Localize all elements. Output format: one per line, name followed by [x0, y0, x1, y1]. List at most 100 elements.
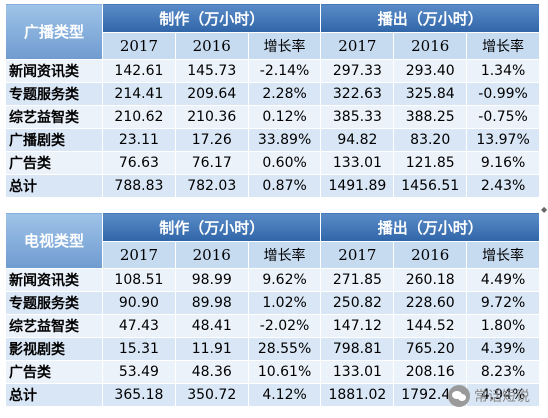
- table-cell: 260.18: [393, 268, 468, 292]
- row-label: 广告类: [5, 360, 103, 384]
- table-cell: 765.20: [393, 337, 468, 361]
- table-cell: 788.83: [102, 174, 176, 198]
- table-cell: 9.72%: [466, 291, 540, 315]
- table-cell: 121.85: [393, 151, 468, 175]
- table-cell: 0.87%: [247, 174, 322, 198]
- table-row: 专题服务类 90.90 89.98 1.02% 250.82 228.60 9.72%: [5, 291, 540, 315]
- subheader: 2016: [174, 32, 249, 60]
- table-cell: 210.36: [174, 105, 249, 129]
- table-cell: 142.61: [102, 59, 176, 83]
- table-row: 综艺益智类 210.62 210.36 0.12% 385.33 388.25 -0.75%: [5, 105, 540, 129]
- table-cell: 4.12%: [247, 383, 322, 407]
- table-cell: 83.20: [393, 128, 468, 152]
- table-cell: -2.14%: [247, 59, 322, 83]
- table-cell: 4.39%: [466, 337, 540, 361]
- table-cell: 144.52: [393, 314, 468, 338]
- subheader: 增长率: [466, 241, 540, 269]
- row-label: 专题服务类: [5, 291, 103, 315]
- table-cell: 4.49%: [466, 268, 540, 292]
- table-cell: 47.43: [102, 314, 176, 338]
- table-row: 总计 365.18 350.72 4.12% 1881.02 1792.44 4.94%: [5, 383, 540, 407]
- table-cell: 48.36: [174, 360, 249, 384]
- corner-label: 广播类型: [5, 3, 103, 60]
- row-label: 新闻资讯类: [5, 268, 103, 292]
- table-cell: 322.63: [320, 82, 395, 106]
- table-cell: 350.72: [174, 383, 249, 407]
- table-cell: 10.61%: [247, 360, 322, 384]
- table-row: 广播剧类 23.11 17.26 33.89% 94.82 83.20 13.97%: [5, 128, 540, 152]
- table-cell: 98.99: [174, 268, 249, 292]
- table-cell: 76.63: [102, 151, 176, 175]
- table-cell: -0.99%: [466, 82, 540, 106]
- table-cell: 147.12: [320, 314, 395, 338]
- table-row: 广告类 53.49 48.36 10.61% 133.01 208.16 8.23%: [5, 360, 540, 384]
- table-cell: 9.16%: [466, 151, 540, 175]
- table-cell: 1.34%: [466, 59, 540, 83]
- table-cell: 0.12%: [247, 105, 322, 129]
- table-cell: 210.62: [102, 105, 176, 129]
- table-cell: 33.89%: [247, 128, 322, 152]
- table-row: 综艺益智类 47.43 48.41 -2.02% 147.12 144.52 1.80%: [5, 314, 540, 338]
- table-cell: 4.94%: [466, 383, 540, 407]
- table-cell: 94.82: [320, 128, 395, 152]
- table-cell: 798.81: [320, 337, 395, 361]
- table-cell: 108.51: [102, 268, 176, 292]
- table-cell: 2.28%: [247, 82, 322, 106]
- stray-mark: ◆: [541, 205, 548, 214]
- table-cell: 11.91: [174, 337, 249, 361]
- table-cell: 271.85: [320, 268, 395, 292]
- subheader: 2017: [320, 32, 395, 60]
- table-cell: -2.02%: [247, 314, 322, 338]
- table-cell: 293.40: [393, 59, 468, 83]
- subheader: 2017: [102, 241, 176, 269]
- group-header-broadcast: 播出（万小时）: [320, 212, 540, 242]
- table-cell: 1491.89: [320, 174, 395, 198]
- table-cell: 1456.51: [393, 174, 468, 198]
- table-row: 影视剧类 15.31 11.91 28.55% 798.81 765.20 4.39%: [5, 337, 540, 361]
- group-header-production: 制作（万小时）: [101, 212, 322, 242]
- subheader: 2017: [320, 241, 395, 269]
- table-cell: 250.82: [320, 291, 395, 315]
- row-label: 广播剧类: [5, 128, 103, 152]
- subheader: 增长率: [247, 32, 322, 60]
- table-cell: 214.41: [102, 82, 176, 106]
- table-cell: 388.25: [393, 105, 468, 129]
- group-header-production: 制作（万小时）: [101, 3, 322, 33]
- subheader: 增长率: [466, 32, 540, 60]
- table-cell: 28.55%: [247, 337, 322, 361]
- row-label: 新闻资讯类: [5, 59, 103, 83]
- table-cell: 365.18: [102, 383, 176, 407]
- table-cell: 209.64: [174, 82, 249, 106]
- subheader: 增长率: [247, 241, 322, 269]
- row-label: 广告类: [5, 151, 103, 175]
- table-cell: 133.01: [320, 360, 395, 384]
- subheader: 2016: [393, 32, 468, 60]
- row-label: 综艺益智类: [5, 105, 103, 129]
- row-label: 总计: [5, 383, 103, 407]
- table-cell: 2.43%: [466, 174, 540, 198]
- table-cell: 145.73: [174, 59, 249, 83]
- table-row: 广告类 76.63 76.17 0.60% 133.01 121.85 9.16%: [5, 151, 540, 175]
- table-cell: 782.03: [174, 174, 249, 198]
- table-cell: 17.26: [174, 128, 249, 152]
- table-cell: 15.31: [102, 337, 176, 361]
- watermark: 常话短说: [448, 381, 540, 411]
- subheader: 2017: [102, 32, 176, 60]
- row-label: 总计: [5, 174, 103, 198]
- table-row: 新闻资讯类 142.61 145.73 -2.14% 297.33 293.40 1.34%: [5, 59, 540, 83]
- table-cell: 8.23%: [466, 360, 540, 384]
- table-cell: 48.41: [174, 314, 249, 338]
- row-label: 专题服务类: [5, 82, 103, 106]
- table-cell: 89.98: [174, 291, 249, 315]
- tv-table: 电视类型 制作（万小时） 播出（万小时） 2017 2016 增长率 2017 …: [5, 212, 540, 407]
- table-row: 专题服务类 214.41 209.64 2.28% 322.63 325.84 -0.99%: [5, 82, 540, 106]
- table-cell: 385.33: [320, 105, 395, 129]
- row-label: 影视剧类: [5, 337, 103, 361]
- table-row: 总计 788.83 782.03 0.87% 1491.89 1456.51 2.43%: [5, 174, 540, 198]
- table-cell: 0.60%: [247, 151, 322, 175]
- subheader: 2016: [393, 241, 468, 269]
- table-cell: 1.80%: [466, 314, 540, 338]
- table-cell: 23.11: [102, 128, 176, 152]
- group-header-broadcast: 播出（万小时）: [320, 3, 540, 33]
- table-cell: -0.75%: [466, 105, 540, 129]
